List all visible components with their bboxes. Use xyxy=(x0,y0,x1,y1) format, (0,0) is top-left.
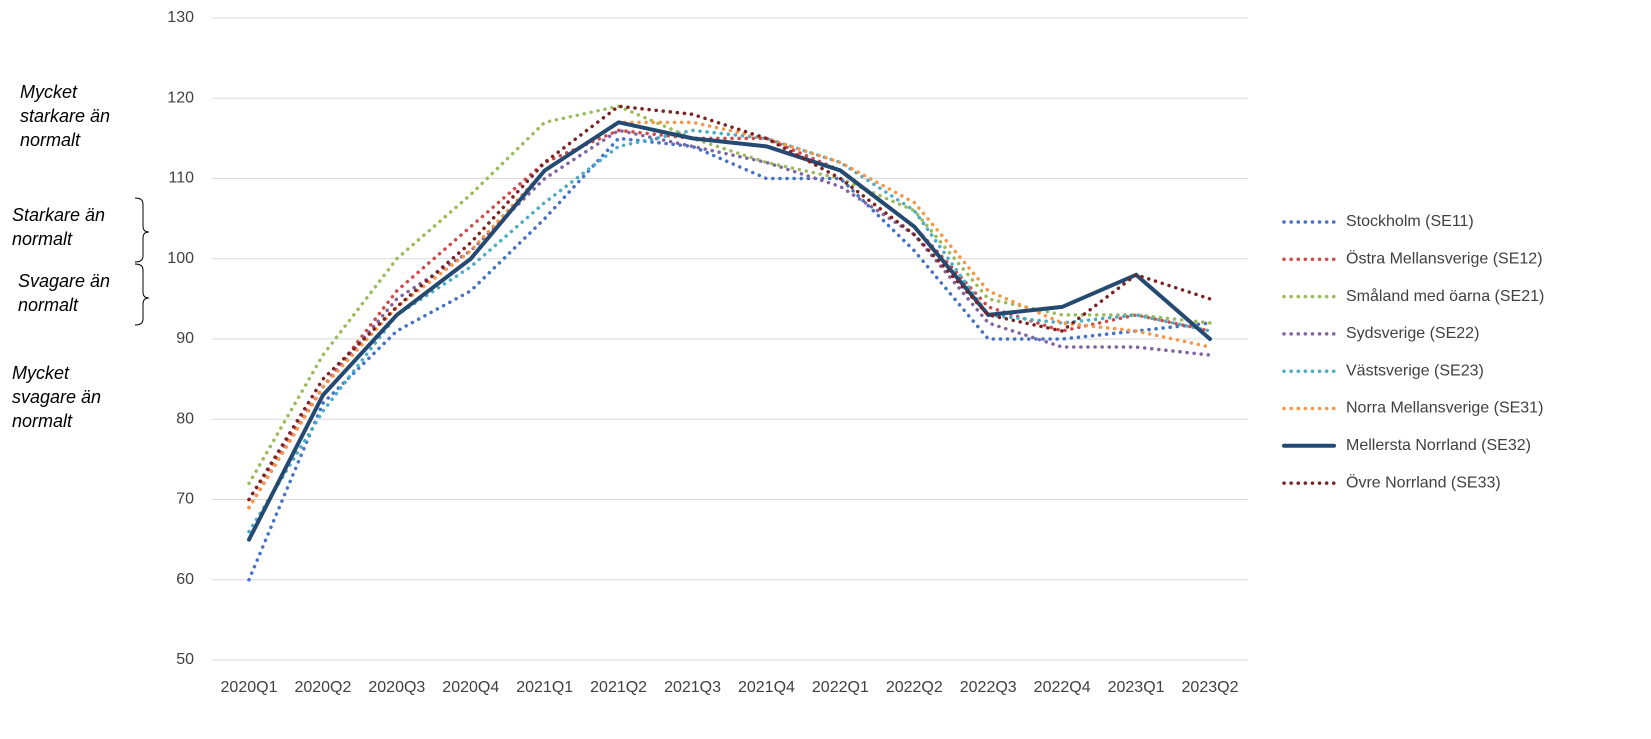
bracket xyxy=(134,197,150,263)
y-tick-label: 50 xyxy=(176,651,194,668)
x-tick-label: 2020Q3 xyxy=(368,679,425,696)
x-tick-label: 2021Q3 xyxy=(664,679,721,696)
x-tick-label: 2020Q2 xyxy=(294,679,351,696)
legend-label: Västsverige (SE23) xyxy=(1346,362,1484,379)
x-tick-label: 2023Q1 xyxy=(1108,679,1165,696)
annotation: Starkare än xyxy=(12,205,105,225)
y-tick-label: 70 xyxy=(176,491,194,508)
legend-label: Övre Norrland (SE33) xyxy=(1346,473,1501,491)
legend-label: Östra Mellansverige (SE12) xyxy=(1346,250,1543,268)
series-line xyxy=(247,120,1212,510)
legend-label: Stockholm (SE11) xyxy=(1346,213,1474,230)
series-line xyxy=(247,104,1212,502)
y-tick-label: 130 xyxy=(167,9,194,26)
y-tick-label: 100 xyxy=(167,250,194,267)
y-tick-label: 90 xyxy=(176,330,194,347)
series-line xyxy=(247,136,1212,582)
annotation: Mycket xyxy=(12,363,70,383)
annotation: normalt xyxy=(12,229,73,249)
annotation: normalt xyxy=(18,295,79,315)
legend-label: Norra Mellansverige (SE31) xyxy=(1346,400,1543,417)
x-tick-label: 2021Q4 xyxy=(738,679,795,696)
y-tick-label: 120 xyxy=(167,89,194,106)
x-tick-label: 2022Q3 xyxy=(960,679,1017,696)
x-tick-label: 2020Q4 xyxy=(442,679,499,696)
x-tick-label: 2022Q4 xyxy=(1034,679,1091,696)
annotation: Mycket xyxy=(20,82,78,102)
annotation: starkare än xyxy=(20,106,110,126)
bracket xyxy=(134,263,150,326)
series-line xyxy=(247,128,1212,510)
y-tick-label: 60 xyxy=(176,571,194,588)
annotation: Svagare än xyxy=(18,271,110,291)
annotation: normalt xyxy=(12,411,73,431)
x-tick-label: 2022Q1 xyxy=(812,679,869,696)
series-line xyxy=(247,104,1212,486)
x-tick-label: 2023Q2 xyxy=(1182,679,1239,696)
legend-label: Sydsverige (SE22) xyxy=(1346,325,1479,342)
x-tick-label: 2022Q2 xyxy=(886,679,943,696)
y-tick-label: 110 xyxy=(168,170,194,187)
series-line xyxy=(247,128,1212,502)
x-tick-label: 2021Q2 xyxy=(590,679,647,696)
y-tick-label: 80 xyxy=(176,410,194,427)
x-tick-label: 2020Q1 xyxy=(221,679,278,696)
x-tick-label: 2021Q1 xyxy=(516,679,573,696)
legend-label: Småland med öarna (SE21) xyxy=(1346,287,1544,305)
legend-label: Mellersta Norrland (SE32) xyxy=(1346,437,1531,454)
annotation: svagare än xyxy=(12,387,101,407)
series-line xyxy=(247,120,1212,542)
annotation: normalt xyxy=(20,130,81,150)
